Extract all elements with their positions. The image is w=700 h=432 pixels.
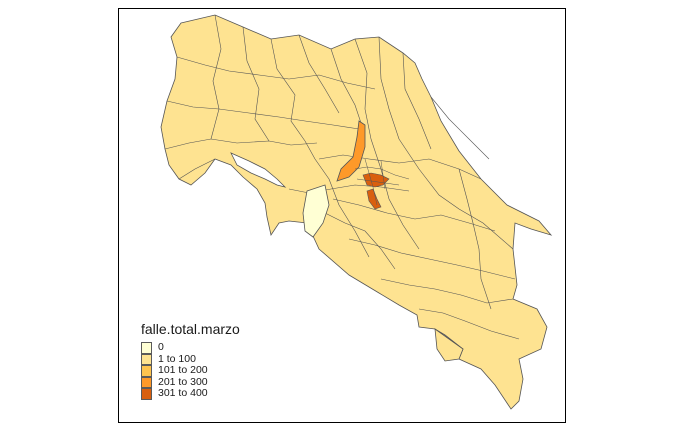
legend-swatch — [141, 365, 152, 377]
central-cluster-south — [366, 188, 382, 210]
legend-item: 301 to 400 — [141, 387, 240, 400]
legend-label: 0 — [158, 341, 164, 353]
legend-label: 1 to 100 — [158, 352, 196, 365]
zero-region — [302, 184, 330, 238]
gulf-water — [230, 152, 287, 188]
legend-swatch — [141, 388, 152, 400]
osa-peninsula — [434, 328, 464, 362]
legend-item: 201 to 300 — [141, 375, 240, 388]
legend-item: 0 — [141, 341, 240, 354]
central-borders — [354, 158, 410, 206]
country-outline — [160, 14, 553, 410]
legend-label: 301 to 400 — [158, 387, 208, 399]
legend-swatch — [141, 342, 152, 354]
legend-item: 101 to 200 — [141, 364, 240, 377]
choropleth-map — [160, 14, 553, 410]
legend-title: falle.total.marzo — [141, 321, 240, 337]
central-cluster — [362, 172, 390, 188]
legend-swatch — [141, 376, 152, 388]
highlight-corridor — [336, 120, 366, 182]
legend-label: 101 to 200 — [158, 364, 208, 376]
district-borders — [164, 14, 520, 340]
legend-label: 201 to 300 — [158, 375, 208, 388]
legend-swatch — [141, 353, 152, 365]
legend-item: 1 to 100 — [141, 352, 240, 365]
